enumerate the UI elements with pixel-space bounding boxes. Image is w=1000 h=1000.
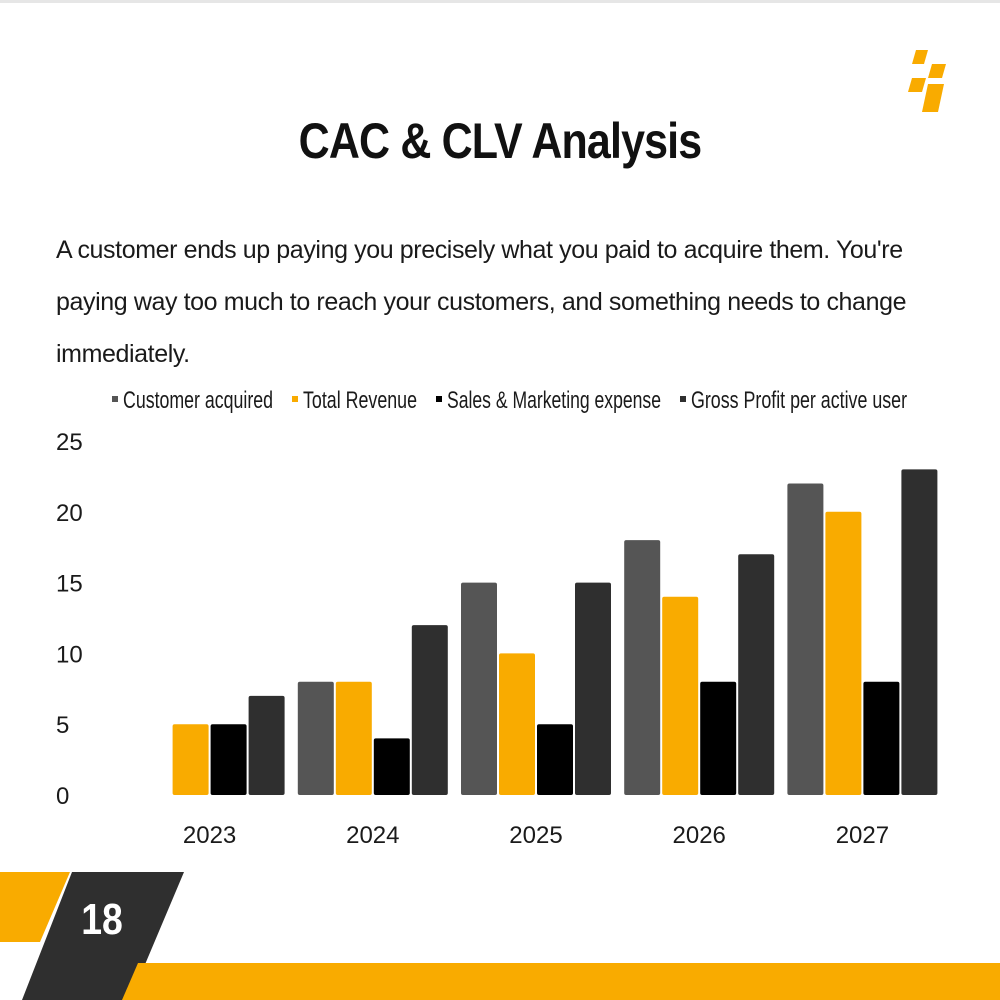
- legend-marker: [292, 396, 298, 402]
- y-tick-label: 5: [56, 712, 69, 739]
- legend-label: Sales & Marketing expense: [447, 387, 661, 414]
- bar: [537, 724, 573, 795]
- legend-marker: [112, 396, 118, 402]
- bar: [499, 653, 535, 795]
- y-tick-label: 0: [56, 783, 69, 810]
- bar-chart: Customer acquired Total Revenue Sales & Ma…: [56, 387, 938, 849]
- legend-marker: [436, 396, 442, 402]
- bar: [575, 582, 611, 795]
- page-number: 18: [81, 895, 123, 944]
- bar: [700, 681, 737, 795]
- x-tick-label: 2027: [836, 822, 889, 849]
- bar: [297, 681, 334, 795]
- bar: [662, 596, 699, 795]
- legend-label: Customer acquired: [123, 387, 273, 414]
- legend-label: Total Revenue: [303, 387, 417, 414]
- bar: [825, 511, 862, 795]
- footer-accent-bar: [122, 963, 1000, 1000]
- x-tick-label: 2026: [673, 822, 726, 849]
- bar: [863, 681, 900, 795]
- y-tick-label: 10: [56, 641, 83, 668]
- bar: [210, 724, 247, 795]
- top-divider: [0, 0, 1000, 3]
- slide-description: A customer ends up paying you precisely …: [56, 236, 907, 368]
- bar: [335, 681, 372, 795]
- brand-logo-icon: [908, 50, 946, 112]
- bar: [787, 483, 824, 795]
- legend-label: Gross Profit per active user: [691, 387, 907, 414]
- legend-marker: [680, 396, 686, 402]
- y-tick-label: 20: [56, 500, 83, 527]
- bar: [738, 554, 775, 795]
- bar: [411, 625, 448, 795]
- x-tick-label: 2023: [183, 822, 236, 849]
- y-tick-label: 15: [56, 571, 83, 598]
- bar: [373, 738, 410, 795]
- bar: [624, 540, 661, 795]
- x-tick-label: 2024: [346, 822, 399, 849]
- slide-title: CAC & CLV Analysis: [298, 113, 703, 169]
- bar: [901, 469, 938, 795]
- bar: [172, 724, 209, 795]
- footer-stripe: [0, 872, 1000, 1000]
- y-tick-label: 25: [56, 429, 83, 456]
- footer-accent-left: [0, 872, 70, 942]
- x-tick-label: 2025: [509, 822, 562, 849]
- bar: [461, 582, 497, 795]
- bar: [248, 695, 285, 795]
